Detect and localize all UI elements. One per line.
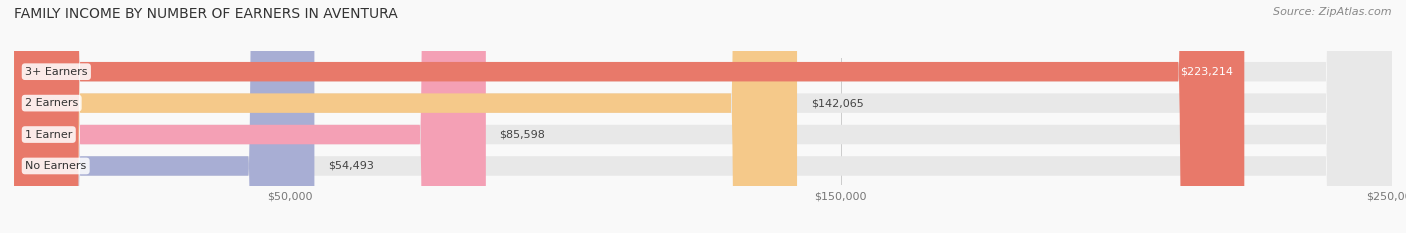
FancyBboxPatch shape	[14, 0, 1244, 233]
FancyBboxPatch shape	[14, 0, 1392, 233]
Text: 2 Earners: 2 Earners	[25, 98, 79, 108]
FancyBboxPatch shape	[14, 0, 797, 233]
Text: $85,598: $85,598	[499, 130, 546, 140]
Text: 3+ Earners: 3+ Earners	[25, 67, 87, 77]
Text: $54,493: $54,493	[328, 161, 374, 171]
FancyBboxPatch shape	[14, 0, 1392, 233]
FancyBboxPatch shape	[14, 0, 1392, 233]
FancyBboxPatch shape	[14, 0, 315, 233]
Text: $223,214: $223,214	[1180, 67, 1233, 77]
FancyBboxPatch shape	[14, 0, 486, 233]
Text: No Earners: No Earners	[25, 161, 86, 171]
Text: 1 Earner: 1 Earner	[25, 130, 73, 140]
Text: FAMILY INCOME BY NUMBER OF EARNERS IN AVENTURA: FAMILY INCOME BY NUMBER OF EARNERS IN AV…	[14, 7, 398, 21]
FancyBboxPatch shape	[14, 0, 1392, 233]
Text: Source: ZipAtlas.com: Source: ZipAtlas.com	[1274, 7, 1392, 17]
Text: $142,065: $142,065	[811, 98, 863, 108]
